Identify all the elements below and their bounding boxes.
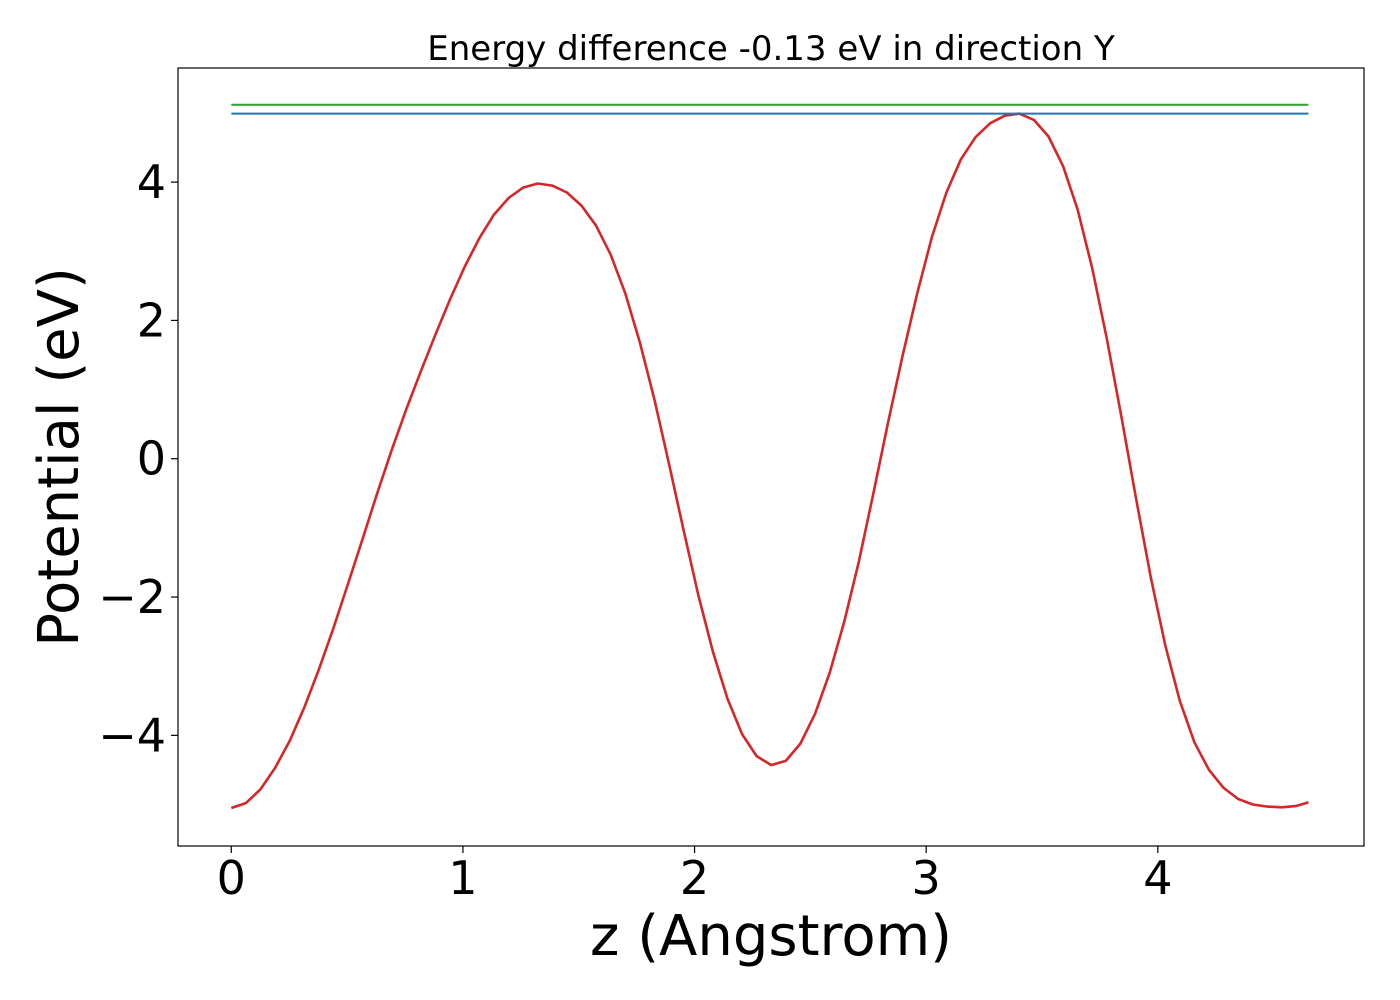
x-tick-label: 3 (912, 851, 941, 905)
plot-lines (230, 103, 1309, 810)
y-tick-label: 4 (137, 155, 166, 209)
y-tick-label: 2 (137, 293, 166, 347)
y-tick-label: 0 (137, 432, 166, 486)
y-tick-label: −4 (98, 708, 166, 762)
x-tick-label: 2 (680, 851, 709, 905)
y-tick-label: −2 (98, 570, 166, 624)
x-tick-label: 0 (217, 851, 246, 905)
series-line-0 (230, 112, 1309, 810)
x-tick-label: 1 (448, 851, 477, 905)
x-tick-label: 4 (1143, 851, 1172, 905)
y-axis-label: Potential (eV) (27, 267, 92, 647)
y-axis-ticks: −4 −2 0 2 4 (98, 155, 178, 762)
x-axis-ticks: 0 1 2 3 4 (217, 846, 1172, 905)
x-axis-label: z (Angstrom) (590, 904, 952, 969)
chart-title: Energy difference -0.13 eV in direction … (427, 29, 1115, 69)
plot-frame (177, 67, 1365, 847)
